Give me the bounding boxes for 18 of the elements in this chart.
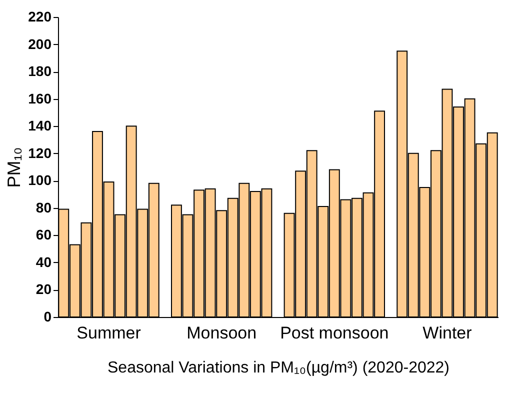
x-tick-label: Summer [76, 324, 142, 342]
x-tick-label: Post monsoon [280, 324, 389, 342]
y-tick-label: 80 [36, 199, 52, 216]
x-tick-label: Monsoon [186, 324, 257, 342]
y-tick-label: 220 [28, 8, 52, 24]
y-tick-label: 200 [28, 36, 52, 52]
y-tick-label: 180 [28, 63, 52, 80]
y-tick-label: 120 [28, 144, 52, 161]
x-axis-title: Seasonal Variations in PM₁₀(µg/m³) (2020-2022) [108, 360, 450, 376]
y-tick-label: 140 [28, 118, 52, 134]
y-tick-label: 0 [44, 308, 52, 324]
y-tick-label: 40 [36, 254, 52, 270]
y-tick-label: 20 [36, 281, 52, 298]
y-tick-label: 60 [36, 226, 52, 243]
x-tick-label: Winter [422, 324, 472, 342]
y-tick-label: 160 [28, 90, 52, 106]
y-axis-title: PM₁₀ [4, 147, 24, 188]
y-tick-label: 100 [28, 172, 52, 188]
